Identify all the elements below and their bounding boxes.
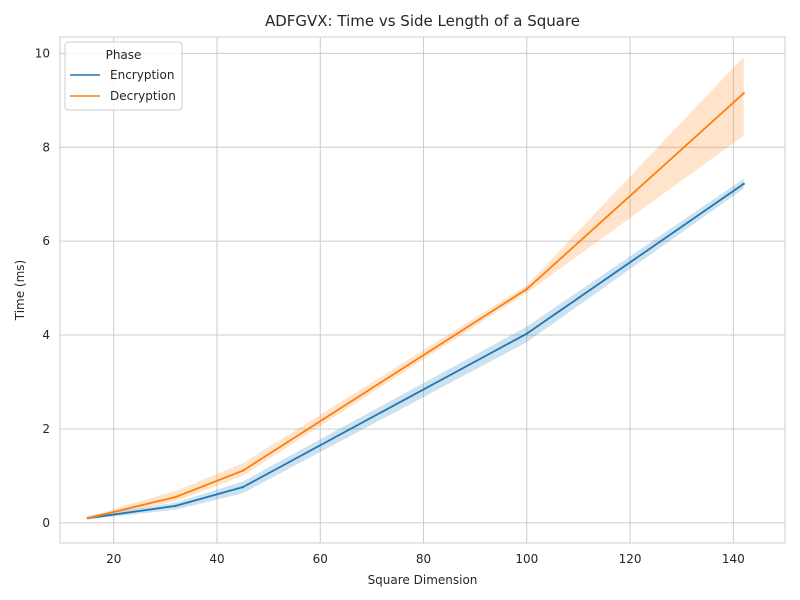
band-decryption [87,56,744,520]
point-decryption [174,495,177,499]
point-encryption [174,504,177,508]
legend-box [64,41,183,111]
line-encryption [87,183,745,520]
legend-label-decryption: Decryption [110,89,176,103]
band-encryption [87,178,744,520]
point-decryption [525,287,529,291]
x-tick-label: 40 [209,552,224,566]
x-tick-label: 100 [515,552,538,566]
y-tick-label: 0 [42,516,50,530]
legend-title: Phase [106,48,142,62]
plot-frame [59,36,786,544]
y-tick-label: 2 [42,422,50,436]
point-decryption [86,516,90,520]
x-tick-label: 120 [619,552,642,566]
x-ticks: 20 40 60 80 100 120 140 [106,552,745,566]
y-tick-label: 6 [42,234,50,248]
legend-label-encryption: Encryption [110,68,174,82]
x-tick-label: 140 [722,552,745,566]
point-decryption [742,92,745,95]
y-axis-label: Time (ms) [13,260,27,322]
x-tick-label: 80 [416,552,431,566]
x-tick-label: 60 [313,552,328,566]
x-axis-label: Square Dimension [368,573,478,587]
x-tick-label: 20 [106,552,121,566]
line-decryption [87,92,745,519]
point-encryption [525,332,529,335]
confidence-bands [87,56,744,520]
point-decryption [241,469,244,472]
grid [60,37,785,543]
point-encryption [742,182,745,186]
chart-title: ADFGVX: Time vs Side Length of a Square [265,12,580,30]
legend: Phase Encryption Decryption [64,41,183,111]
series-lines [86,92,745,520]
y-tick-label: 8 [42,140,50,154]
y-tick-label: 4 [42,328,50,342]
y-ticks: 0 2 4 6 8 10 [35,46,50,529]
point-encryption [241,485,244,489]
y-tick-label: 10 [35,46,50,60]
